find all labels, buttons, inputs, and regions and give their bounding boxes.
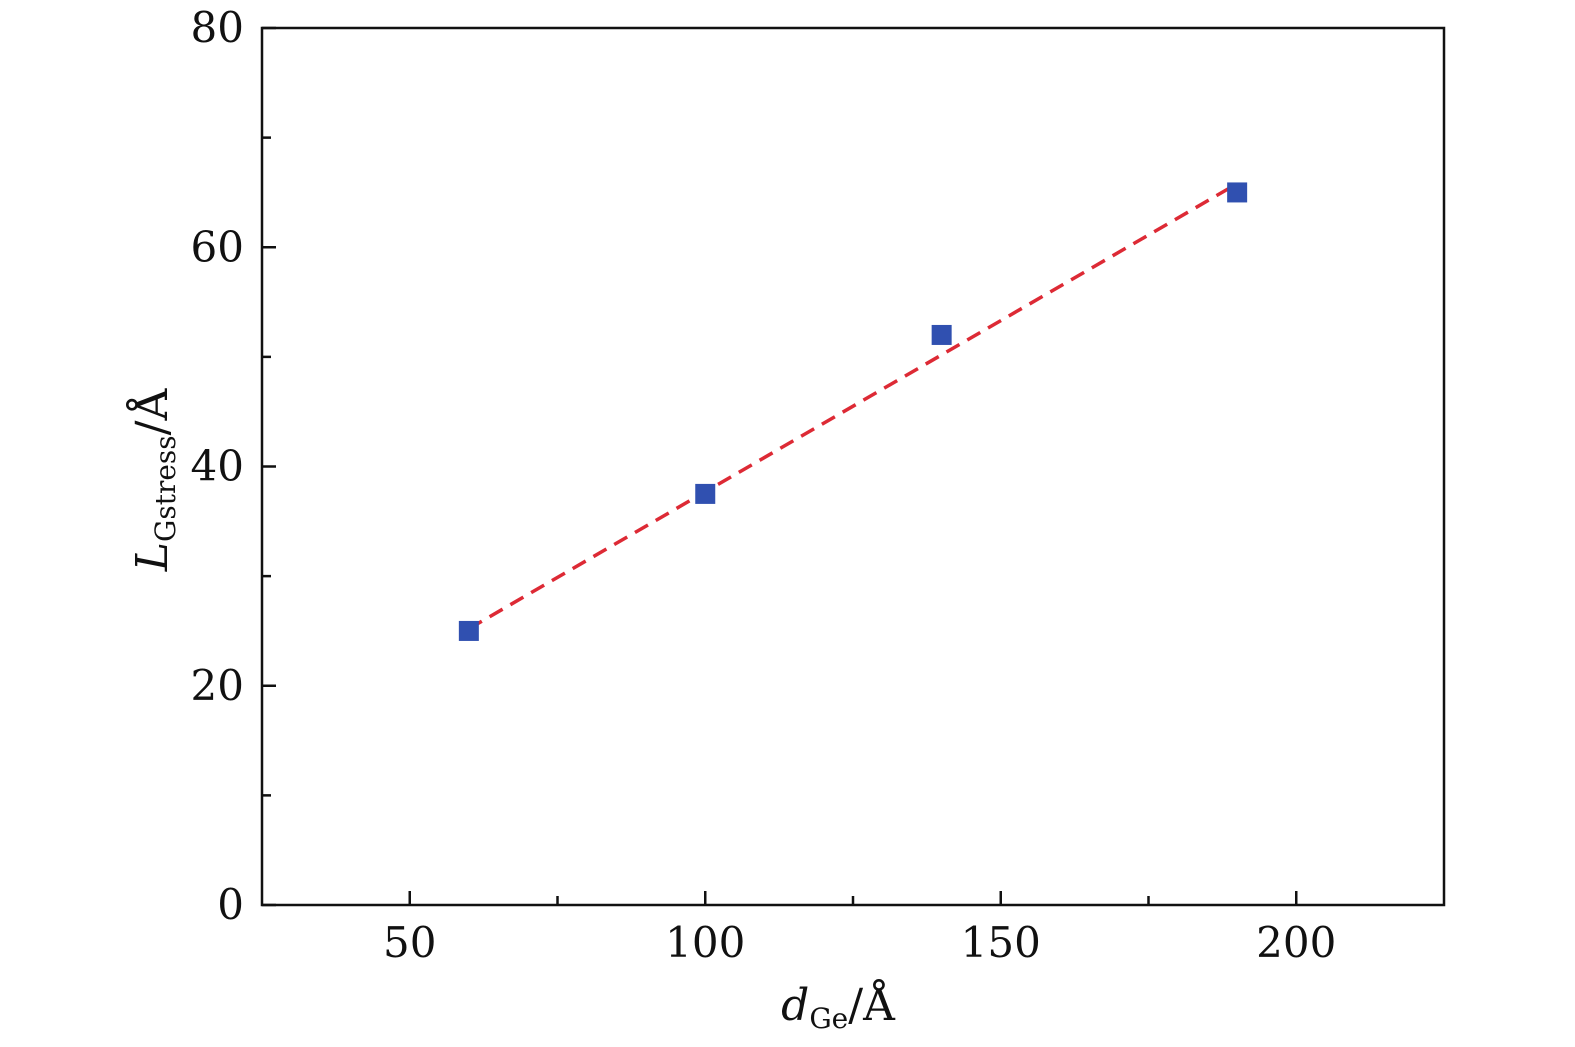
x-axis-label-unit: /Å — [848, 978, 896, 1031]
x-axis-label-main: d — [781, 980, 809, 1031]
data-point — [695, 483, 716, 504]
plot-area — [260, 26, 1446, 907]
data-point — [458, 620, 479, 641]
y-tick-label: 40 — [191, 442, 244, 491]
tick-labels: 50 100 150 200 0 20 40 60 80 — [191, 3, 1337, 967]
y-axis-label-main: L — [127, 542, 178, 572]
plot-frame — [260, 26, 1446, 907]
fit-line-layer — [467, 182, 1239, 631]
y-tick-label: 60 — [191, 222, 244, 271]
data-point — [931, 324, 952, 345]
x-tick-label: 100 — [665, 918, 745, 967]
y-tick-label: 20 — [191, 661, 244, 710]
data-points-layer — [458, 182, 1248, 641]
data-point — [1227, 182, 1248, 203]
x-axis-label: dGe/Å — [781, 978, 896, 1035]
x-tick-label: 150 — [961, 918, 1041, 967]
fit-line — [467, 182, 1239, 631]
y-axis-label-sub: Gstress — [149, 435, 182, 542]
x-tick-label: 200 — [1256, 918, 1336, 967]
x-tick-label: 50 — [383, 918, 436, 967]
x-axis-label-sub: Ge — [809, 1002, 848, 1035]
y-axis-label-unit: /Å — [125, 388, 178, 436]
y-tick-label: 80 — [191, 3, 244, 52]
y-tick-label: 0 — [217, 880, 244, 929]
axis-ticks — [262, 26, 1298, 907]
y-axis-label: LGstress/Å — [125, 388, 182, 573]
